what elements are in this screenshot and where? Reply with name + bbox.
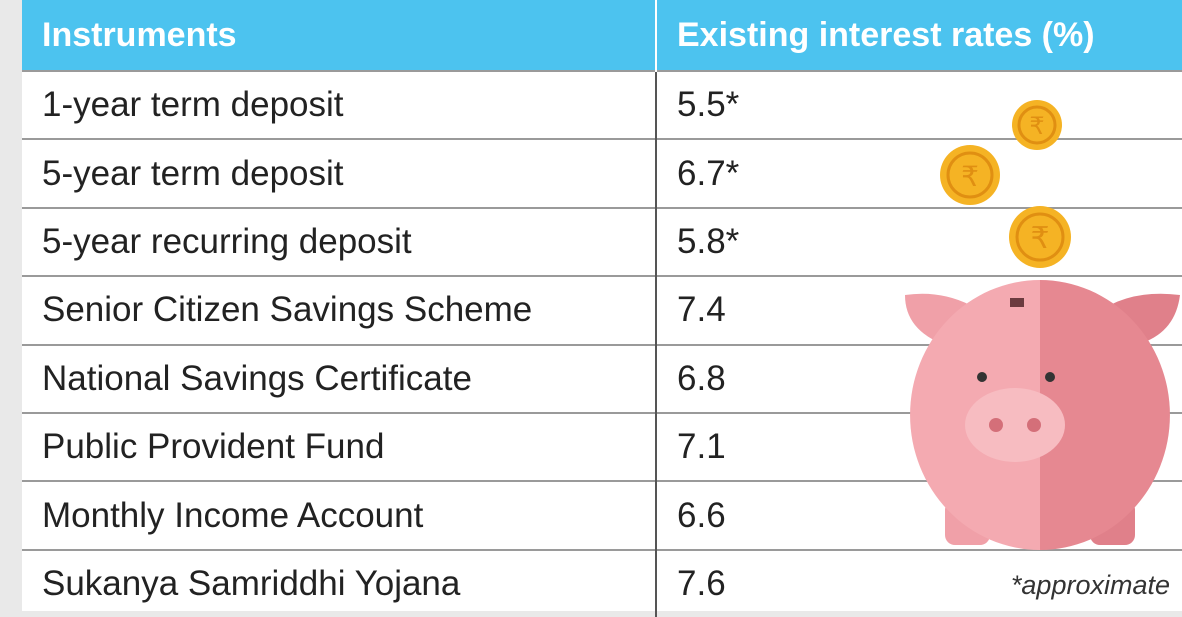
rate-cell: 7.6	[656, 548, 1182, 617]
header-cell: Existing interest rates (%)	[656, 0, 1182, 71]
instrument-cell: National Savings Certificate	[22, 343, 657, 413]
instrument-cell: Monthly Income Account	[22, 480, 657, 550]
rates-table: Instruments Existing interest rates (%) …	[22, 0, 1182, 617]
instrument-cell: 5-year recurring deposit	[22, 206, 657, 277]
coin: ₹	[1012, 100, 1062, 150]
coin: ₹	[1009, 206, 1071, 268]
instrument-cell: 5-year term deposit	[22, 138, 657, 208]
table-panel: Instruments Existing interest rates (%) …	[22, 0, 1182, 617]
table-row: 5-year term deposit 6.7*	[22, 138, 1182, 208]
table-row: Monthly Income Account 6.6	[22, 480, 1182, 550]
svg-text:₹: ₹	[961, 161, 979, 192]
rate-cell: 5.5*	[656, 69, 1182, 140]
instrument-cell: Sukanya Samriddhi Yojana	[22, 548, 657, 617]
rate-cell: 5.8*	[656, 206, 1182, 277]
instrument-cell: Public Provident Fund	[22, 411, 657, 482]
instrument-cell: 1-year term deposit	[22, 69, 657, 140]
svg-text:₹: ₹	[1029, 113, 1044, 140]
table-row: Sukanya Samriddhi Yojana 7.6	[22, 548, 1182, 617]
table-body: 1-year term deposit 5.5* 5-year term depos…	[22, 69, 1182, 617]
table-row: 1-year term deposit 5.5*	[22, 69, 1182, 140]
instrument-cell: Senior Citizen Savings Scheme	[22, 275, 657, 345]
pig	[905, 280, 1180, 550]
table-row: 5-year recurring deposit 5.8*	[22, 206, 1182, 277]
table-row: Senior Citizen Savings Scheme 7.4	[22, 275, 1182, 345]
header-row: Instruments Existing interest rates (%)	[22, 0, 1182, 71]
footnote: *approximate	[1010, 570, 1170, 600]
header-cell: Instruments	[22, 0, 657, 71]
svg-text:₹: ₹	[1030, 222, 1049, 255]
coin: ₹	[940, 145, 1000, 205]
rate-cell: 6.7*	[656, 138, 1182, 208]
